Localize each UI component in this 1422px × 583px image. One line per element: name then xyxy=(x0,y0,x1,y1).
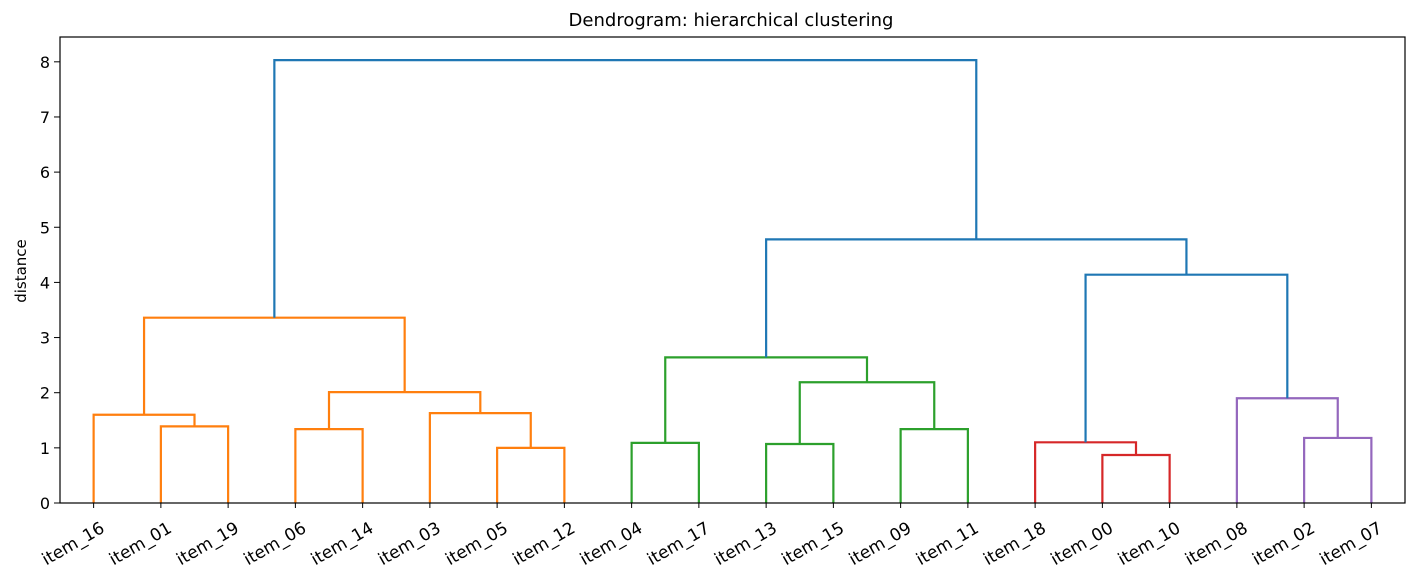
y-axis-label: distance xyxy=(12,239,30,303)
y-axis-ticks: 0 1 2 3 4 5 6 7 8 xyxy=(40,53,60,513)
dendrogram-link-12 xyxy=(1101,453,1171,503)
dendrogram-link-1 xyxy=(92,413,196,503)
leaf-label-item-01: item_01 xyxy=(106,518,175,570)
dendrogram-link-6 xyxy=(142,316,406,415)
leaf-label-item-16: item_16 xyxy=(39,518,108,570)
leaf-label-item-06: item_06 xyxy=(241,518,310,570)
dendrogram-link-16 xyxy=(1084,273,1289,443)
y-tick-label: 7 xyxy=(40,108,50,127)
leaf-label-item-14: item_14 xyxy=(308,518,377,570)
y-tick-label: 8 xyxy=(40,53,50,72)
dendrogram-link-8 xyxy=(765,442,835,503)
leaf-label-item-07: item_07 xyxy=(1317,518,1386,570)
leaf-label-item-08: item_08 xyxy=(1182,518,1251,570)
leaf-label-item-13: item_13 xyxy=(711,518,780,570)
y-tick-label: 5 xyxy=(40,218,50,237)
dendrogram-link-7 xyxy=(630,441,700,503)
leaf-label-item-18: item_18 xyxy=(980,518,1049,570)
leaf-label-item-05: item_05 xyxy=(442,518,511,570)
y-tick-label: 3 xyxy=(40,329,50,348)
leaf-label-item-10: item_10 xyxy=(1115,518,1184,570)
y-tick-label: 2 xyxy=(40,384,50,403)
leaf-label-item-04: item_04 xyxy=(577,518,646,570)
dendrogram-links xyxy=(92,59,1373,503)
dendrogram-link-2 xyxy=(294,428,364,503)
dendrogram-link-18 xyxy=(273,59,978,318)
leaf-label-item-09: item_09 xyxy=(846,518,915,570)
leaf-label-item-12: item_12 xyxy=(510,518,579,570)
y-tick-label: 4 xyxy=(40,273,50,292)
plot-frame xyxy=(59,36,1406,504)
y-tick-label: 1 xyxy=(40,439,50,458)
leaf-label-item-11: item_11 xyxy=(913,518,982,570)
dendrogram-link-13 xyxy=(1034,441,1138,503)
y-tick-label: 0 xyxy=(40,494,50,513)
dendrogram-link-3 xyxy=(496,446,566,503)
x-axis-ticks: item_16item_01item_19item_06item_14item_… xyxy=(39,503,1386,570)
dendrogram-link-11 xyxy=(664,356,869,443)
leaf-label-item-19: item_19 xyxy=(173,518,242,570)
dendrogram-link-0 xyxy=(159,425,230,503)
dendrogram-link-9 xyxy=(899,428,969,503)
dendrogram-link-5 xyxy=(327,391,482,430)
dendrogram-link-17 xyxy=(765,238,1188,358)
leaf-label-item-00: item_00 xyxy=(1048,518,1117,570)
dendrogram-link-15 xyxy=(1235,397,1339,503)
leaf-label-item-03: item_03 xyxy=(375,518,444,570)
dendrogram-link-14 xyxy=(1303,436,1373,503)
leaf-label-item-17: item_17 xyxy=(644,518,713,570)
chart-title: Dendrogram: hierarchical clustering xyxy=(569,10,894,31)
y-tick-label: 6 xyxy=(40,163,50,182)
leaf-label-item-02: item_02 xyxy=(1249,518,1318,570)
leaf-label-item-15: item_15 xyxy=(779,518,848,570)
dendrogram-link-10 xyxy=(798,381,936,444)
dendrogram-link-4 xyxy=(428,412,532,503)
